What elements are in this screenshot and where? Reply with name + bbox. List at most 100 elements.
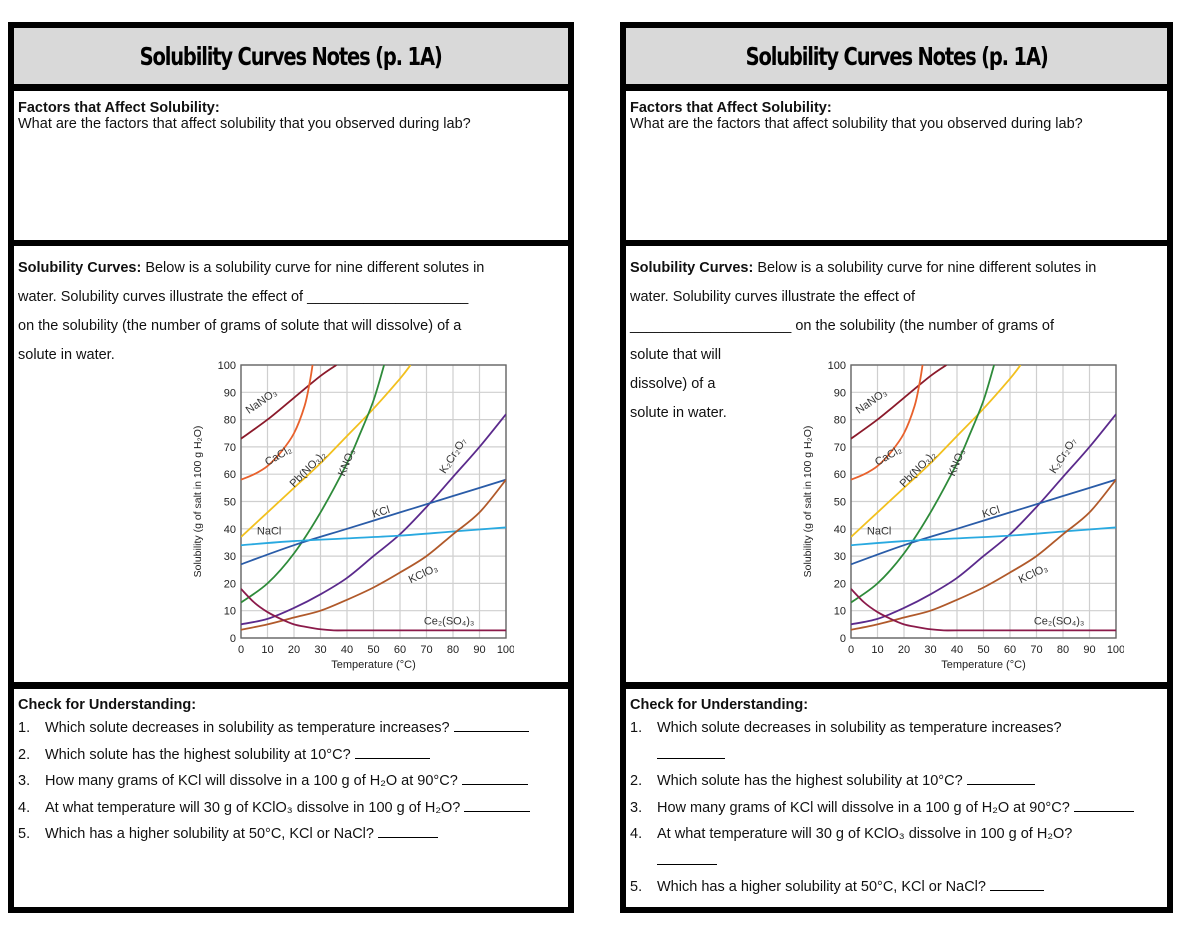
- x-tick-label: 70: [1030, 644, 1042, 656]
- curve-label: NaNO₃: [854, 387, 890, 417]
- x-tick-label: 90: [473, 644, 485, 656]
- answer-blank[interactable]: [378, 825, 438, 838]
- x-tick-label: 80: [447, 644, 459, 656]
- title-band: Solubility Curves Notes (p. 1A): [626, 28, 1167, 84]
- x-tick-label: 60: [1004, 644, 1016, 656]
- question-item: 3. How many grams of KCl will dissolve in…: [18, 768, 564, 795]
- y-tick-label: 30: [224, 551, 236, 563]
- x-tick-label: 40: [341, 644, 353, 656]
- notes-page-right: Solubility Curves Notes (p. 1A) Factors …: [620, 22, 1173, 913]
- y-tick-label: 0: [230, 633, 236, 645]
- solubility-line-4: solute that will: [630, 347, 722, 363]
- plot-frame: [240, 364, 507, 639]
- curve-label: KNO₃: [946, 447, 968, 478]
- question-text: Which solute has the highest solubility …: [657, 773, 963, 789]
- page-title: Solubility Curves Notes (p. 1A): [745, 41, 1048, 71]
- question-item: 2. Which solute has the highest solubilit…: [630, 768, 1163, 795]
- series-curve: [241, 365, 385, 604]
- question-list: 1. Which solute decreases in solubility a…: [630, 715, 1163, 901]
- solubility-line-1: Below is a solubility curve for nine dif…: [145, 260, 485, 276]
- plot-frame: [850, 364, 1117, 639]
- x-tick-label: 70: [420, 644, 432, 656]
- x-axis-title: Temperature (°C): [331, 659, 415, 671]
- solubility-line-6: solute in water.: [630, 405, 727, 421]
- x-tick-label: 20: [288, 644, 300, 656]
- x-tick-label: 30: [314, 644, 326, 656]
- factors-heading: Factors that Affect Solubility:: [18, 100, 220, 116]
- x-tick-label: 100: [1107, 644, 1124, 656]
- x-tick-label: 60: [394, 644, 406, 656]
- solubility-heading: Solubility Curves:: [630, 260, 754, 276]
- series-curve: [241, 365, 314, 481]
- x-tick-label: 100: [497, 644, 514, 656]
- y-axis-title: Solubility (g of salt in 100 g H₂O): [802, 426, 814, 578]
- answer-blank[interactable]: [990, 878, 1044, 891]
- x-tick-label: 80: [1057, 644, 1069, 656]
- series-curve: [241, 588, 506, 632]
- y-tick-label: 40: [834, 524, 846, 536]
- y-tick-label: 80: [224, 415, 236, 427]
- check-heading: Check for Understanding:: [18, 697, 197, 713]
- question-text: Which solute decreases in solubility as …: [657, 720, 1062, 736]
- y-tick-label: 90: [834, 387, 846, 399]
- series-curve: [241, 365, 337, 440]
- answer-blank[interactable]: [657, 746, 725, 759]
- series-curve: [851, 365, 947, 440]
- x-tick-label: 20: [898, 644, 910, 656]
- y-tick-label: 20: [834, 578, 846, 590]
- curve-label: NaNO₃: [244, 387, 280, 417]
- y-tick-label: 90: [224, 387, 236, 399]
- question-item: 5. Which has a higher solubility at 50°C,…: [630, 874, 1163, 901]
- y-tick-label: 80: [834, 415, 846, 427]
- solubility-line-4: solute in water.: [18, 347, 115, 363]
- series-curve: [241, 365, 412, 538]
- solubility-line-2: water. Solubility curves illustrate the …: [630, 289, 916, 305]
- answer-blank[interactable]: [1073, 799, 1134, 812]
- y-tick-label: 10: [834, 606, 846, 618]
- series-curve: [851, 413, 1116, 626]
- question-item: 1. Which solute decreases in solubility a…: [18, 715, 564, 742]
- solubility-chart: 0 10 20 30 40 50 60 70 80 90 100 0 10 20 30 40 50 60 70 80 9…: [802, 360, 1124, 671]
- curve-label: KCl: [371, 504, 391, 521]
- x-tick-label: 50: [367, 644, 379, 656]
- question-text: Which solute decreases in solubility as …: [45, 720, 450, 736]
- question-item: 5. Which has a higher solubility at 50°C,…: [18, 821, 564, 848]
- question-list: 1. Which solute decreases in solubility a…: [18, 715, 564, 848]
- series-curve: [851, 365, 995, 604]
- x-tick-label: 10: [871, 644, 883, 656]
- factors-section: Factors that Affect Solubility: What are…: [626, 91, 1167, 240]
- y-tick-label: 70: [224, 442, 236, 454]
- solubility-line-2: water. Solubility curves illustrate the …: [18, 289, 469, 305]
- question-text: At what temperature will 30 g of KClO₃ d…: [657, 826, 1073, 842]
- answer-blank[interactable]: [464, 799, 531, 812]
- solubility-curves-section: Solubility Curves: Below is a solubility…: [14, 246, 568, 682]
- question-text: Which solute has the highest solubility …: [45, 746, 351, 763]
- answer-blank[interactable]: [453, 719, 529, 732]
- answer-blank[interactable]: [657, 852, 717, 865]
- answer-blank[interactable]: [354, 746, 430, 759]
- curve-label: KCl: [981, 504, 1001, 521]
- x-tick-label: 10: [261, 644, 273, 656]
- series-curve: [851, 365, 924, 481]
- x-tick-label: 90: [1083, 644, 1095, 656]
- solubility-line-1: Below is a solubility curve for nine dif…: [757, 260, 1097, 276]
- curve-label: Ce₂(SO₄)₃: [1034, 615, 1085, 627]
- y-tick-label: 100: [218, 360, 236, 372]
- solubility-curves-section: Solubility Curves: Below is a solubility…: [626, 246, 1167, 682]
- answer-blank[interactable]: [461, 772, 528, 785]
- question-item: 2. Which solute has the highest solubilit…: [18, 742, 564, 769]
- series-curve: [241, 479, 506, 631]
- answer-blank[interactable]: [966, 772, 1035, 785]
- question-text: How many grams of KCl will dissolve in a…: [657, 799, 1070, 816]
- x-tick-label: 0: [848, 644, 854, 656]
- question-item: 4. At what temperature will 30 g of KClO₃…: [630, 821, 1163, 874]
- curve-label: KNO₃: [336, 447, 358, 478]
- solubility-heading: Solubility Curves:: [18, 260, 142, 276]
- x-tick-label: 0: [238, 644, 244, 656]
- solubility-chart: 0 10 20 30 40 50 60 70 80 90 100 0 10 20 30 40 50 60 70 80 9…: [192, 360, 514, 671]
- question-item: 1. Which solute decreases in solubility a…: [630, 715, 1163, 768]
- series-curve: [851, 478, 1116, 566]
- y-tick-label: 100: [828, 360, 846, 372]
- factors-heading: Factors that Affect Solubility:: [630, 100, 832, 116]
- solubility-line-3: ____________________ on the solubility (…: [630, 318, 1055, 334]
